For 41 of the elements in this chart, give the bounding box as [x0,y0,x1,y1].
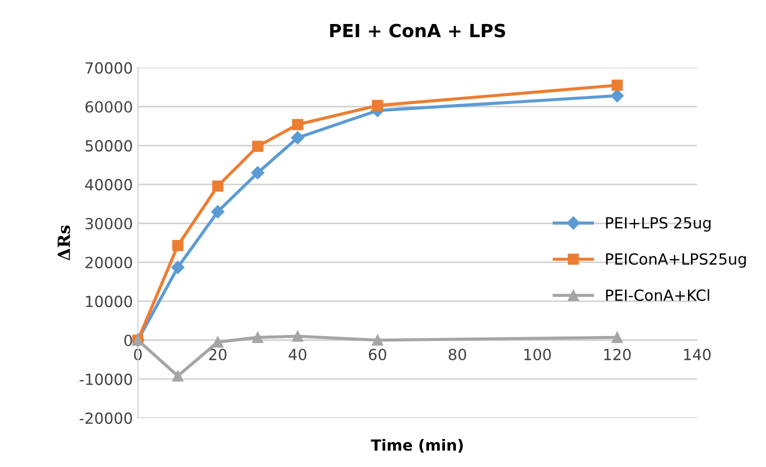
point [610,89,624,102]
point [251,166,264,180]
point [172,240,184,252]
x-tick-label: 100 [524,348,551,360]
y-tick-label: 20000 [86,256,132,268]
chart-title: PEI + ConA + LPS [330,24,506,38]
legend-label: PEI-ConA+KCl [606,289,710,301]
y-tick-label: 30000 [86,218,132,230]
point [292,330,304,342]
point [291,131,304,144]
point [171,260,184,274]
x-tick-label: 0 [134,348,142,360]
point [212,336,224,348]
point [612,332,623,343]
x-tick-label: 60 [368,348,386,360]
point [612,80,623,91]
y-tick-label: 70000 [86,62,132,74]
point [292,118,304,130]
point [252,140,264,152]
x-tick-label: 20 [209,348,226,360]
x-tick-label: 40 [288,348,306,360]
y-tick-label: -20000 [80,412,132,424]
point [211,205,224,218]
point [252,332,264,343]
y-tick-label: 60000 [85,101,132,113]
point [172,370,184,382]
y-axis-title: ΔRs [58,225,70,260]
point [372,100,384,112]
y-tick-label: -10000 [80,374,132,386]
x-tick-label: 80 [448,348,466,360]
y-tick-label: 0 [124,334,132,346]
point [212,180,224,192]
point [372,334,384,346]
y-tick-label: 40000 [85,178,132,190]
x-tick-label: 140 [684,348,711,360]
y-tick-label: 50000 [86,140,132,152]
x-tick-label: 120 [604,348,631,360]
legend-label: PEI+LPS 25ug [606,217,711,232]
x-axis-title: Time (min) [370,438,463,453]
legend-label: PEIConA+LPS25ug [606,253,746,268]
y-tick-label: 10000 [86,296,132,308]
